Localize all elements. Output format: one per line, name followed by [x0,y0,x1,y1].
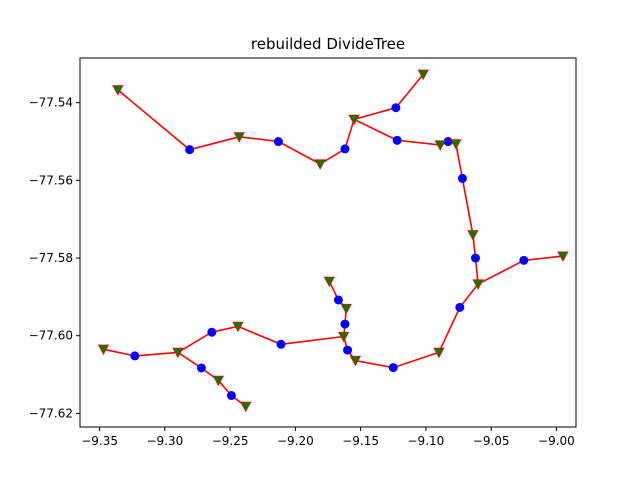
saddle-point [233,132,245,143]
peak-point [455,302,465,312]
x-tick-label: −9.20 [277,434,314,448]
peak-point [185,145,195,155]
y-tick-label: −77.58 [29,251,73,265]
plot-area [97,69,569,413]
peak-point [391,103,401,113]
y-tick-label: −77.54 [29,96,73,110]
saddle-point [417,69,429,81]
y-tick-label: −77.60 [29,329,73,343]
saddle-point [349,355,362,367]
saddle-point [467,230,479,241]
x-axis: −9.35 −9.30 −9.25 −9.20 −9.15 −9.10 −9.05 −9.00 [81,427,575,448]
saddle-point [337,331,350,343]
peak-point [276,339,286,349]
saddle-point [232,321,244,333]
peak-point [388,363,398,373]
x-tick-label: −9.15 [342,434,379,448]
peak-point [519,255,529,265]
saddle-point [112,85,124,96]
x-tick-label: −9.00 [538,434,575,448]
peak-point [392,135,402,145]
x-tick-label: −9.25 [212,434,249,448]
saddle-point [433,347,445,359]
saddle-point [97,344,110,356]
saddle-point [240,401,252,413]
peak-point [207,327,217,337]
peak-point [457,173,467,183]
saddle-point [323,276,335,288]
peak-point [196,363,206,373]
saddle-point [472,279,484,290]
y-tick-label: −77.62 [29,406,73,420]
x-tick-label: −9.30 [146,434,183,448]
saddle-point [212,375,225,387]
x-tick-label: −9.35 [81,434,118,448]
peak-point [273,137,283,147]
peak-point [333,295,343,305]
saddle-point [434,140,446,151]
peak-point [470,253,480,263]
y-axis: −77.54 −77.56 −77.58 −77.60 −77.62 [29,96,80,420]
peak-point [130,351,140,361]
peak-point [340,319,350,329]
saddle-point [314,159,326,170]
saddle-point [340,303,352,315]
peak-point [340,144,350,154]
saddle-point [450,139,462,150]
saddle-point [348,114,360,126]
peak-point [343,345,353,355]
y-tick-label: −77.56 [29,173,73,187]
chart-title: rebuilded DivideTree [251,35,405,53]
x-tick-label: −9.10 [408,434,445,448]
x-tick-label: −9.05 [473,434,510,448]
saddle-point [557,251,569,262]
axes-frame [79,57,577,428]
saddle-point [172,347,184,359]
peak-point [226,391,236,401]
